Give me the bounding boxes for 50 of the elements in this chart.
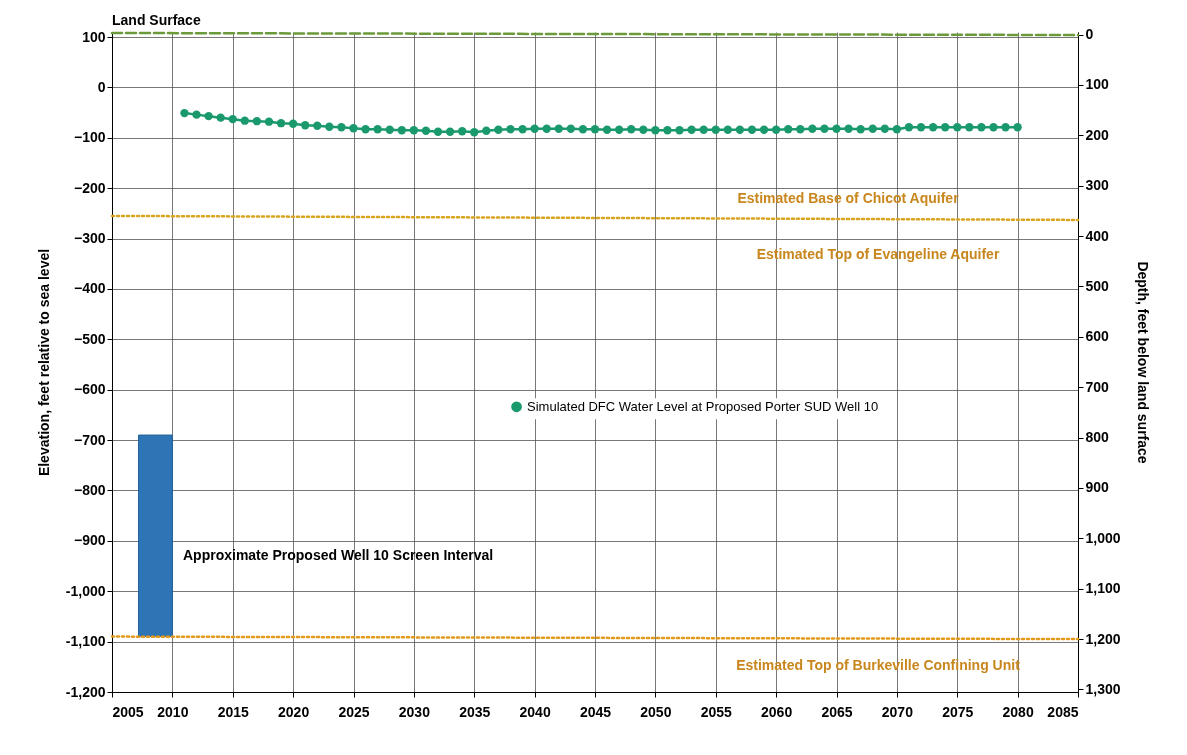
y2-tick-label: 500 [1085,277,1110,294]
x-tick-label: 2020 [278,703,310,720]
y-tick-label: −600 [73,381,106,398]
y-tick-label: −100 [73,129,106,146]
x-tick-label: 2065 [821,703,853,720]
y2-tick-label: 900 [1085,479,1110,496]
x-tick-label: 2045 [579,703,612,720]
y2-tick-label: 1,000 [1085,529,1121,546]
x-tick-label: 2055 [700,703,733,720]
y2-axis-title: Depth, feet below land surface [1134,261,1151,464]
y-tick-label: −200 [73,179,106,196]
y2-tick-label: 600 [1085,328,1110,345]
y2-tick-label: 1,300 [1085,680,1121,697]
annotation: Approximate Proposed Well 10 Screen Interval [183,547,494,563]
y-tick-label: −800 [73,481,106,498]
y-tick-label: −700 [73,431,106,448]
x-tick-label: 2075 [942,703,974,720]
y2-tick-label: 400 [1085,227,1110,244]
x-tick-label: 2085 [1047,703,1079,720]
x-tick-label: 2080 [1002,703,1034,720]
y-tick-label: −400 [73,280,106,297]
x-tick-label: 2015 [217,703,250,720]
y-tick-label: −500 [73,330,106,347]
y2-tick-label: 800 [1085,429,1110,446]
y2-tick-label: 700 [1085,378,1110,395]
y-tick-label: 100 [82,28,106,45]
x-tick-label: 2035 [459,703,491,720]
y2-tick-label: 0 [1085,26,1094,43]
text: Land Surface [112,12,201,28]
x-tick-label: 2050 [640,703,672,720]
y-axis-title: Elevation, feet relative to sea level [35,248,52,477]
x-tick-label: 2070 [881,703,914,720]
y2-tick-label: 200 [1085,126,1110,143]
y2-tick-label: 300 [1085,177,1110,194]
x-tick-label: 2025 [338,703,370,720]
y-tick-label: −300 [73,230,106,247]
y-tick-label: -1,100 [65,633,106,650]
y-tick-label: -1,200 [65,683,106,700]
y-tick-label: −900 [73,532,106,549]
x-tick-label: 2005 [112,703,144,720]
y2-tick-label: 100 [1085,76,1110,93]
y-tick-label: 0 [97,78,106,95]
x-tick-label: 2030 [398,703,431,720]
y2-tick-label: 1,100 [1085,580,1121,597]
y2-tick-label: 1,200 [1085,630,1121,647]
y-tick-label: -1,000 [65,582,106,599]
x-tick-label: 2060 [761,703,793,720]
x-tick-label: 2040 [519,703,551,720]
x-tick-label: 2010 [157,703,189,720]
legend-label: Simulated DFC Water Level at Proposed Porter SUD Well 10 [527,398,879,414]
